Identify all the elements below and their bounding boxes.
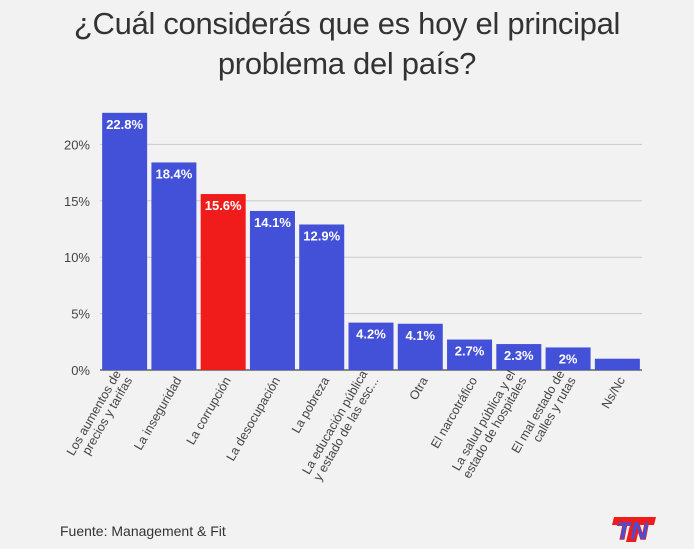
y-tick-label: 20% — [64, 137, 90, 152]
data-label: 12.9% — [303, 228, 340, 243]
bar — [594, 358, 640, 370]
data-label: 22.8% — [106, 117, 143, 132]
bar — [151, 162, 197, 370]
title-line-2: problema del país? — [217, 46, 477, 81]
y-tick-label: 0% — [71, 363, 90, 378]
data-label: 2% — [559, 351, 578, 366]
bar — [299, 224, 345, 370]
tn-logo: TN — [612, 517, 656, 544]
bar — [200, 194, 246, 370]
x-tick-label: La corrupción — [184, 374, 234, 447]
data-label: 4.1% — [405, 328, 435, 343]
data-label: 14.1% — [254, 215, 291, 230]
bar — [249, 210, 295, 370]
title-line-1: ¿Cuál considerás que es hoy el principal — [73, 6, 621, 41]
bar — [102, 112, 148, 370]
x-tick-label: La desocupación — [224, 374, 283, 463]
chart-title: ¿Cuál considerás que es hoy el principal… — [0, 4, 694, 84]
bar-chart: 0% 5% 10% 15% 20% 22.8% Los aumentos deprecios… — [64, 112, 642, 483]
y-tick-label: 10% — [64, 250, 90, 265]
x-tick-label: Los aumentos deprecios y tarifas — [64, 368, 135, 465]
y-tick-label: 5% — [71, 307, 90, 322]
bar — [348, 322, 394, 370]
data-label: 2.3% — [504, 348, 534, 363]
x-tick-label: Otra — [407, 374, 431, 402]
data-label: 4.2% — [356, 327, 386, 342]
source-note: Fuente: Management & Fit — [60, 523, 226, 539]
x-tick-label: La educación públicay estado de las esc.… — [299, 368, 381, 483]
data-label: 2.7% — [455, 344, 485, 359]
x-tick-label: La inseguridad — [131, 374, 184, 452]
x-tick-label: Ns/Nc — [599, 375, 628, 411]
data-label: 18.4% — [155, 166, 192, 181]
x-tick-label: La salud pública y elestado de hospitale… — [449, 368, 530, 481]
bar — [496, 344, 542, 370]
bar — [397, 323, 443, 370]
svg-text:TN: TN — [616, 518, 649, 544]
bar — [545, 347, 591, 370]
data-label: 15.6% — [205, 198, 242, 213]
bar — [447, 339, 493, 370]
y-tick-label: 15% — [64, 194, 90, 209]
